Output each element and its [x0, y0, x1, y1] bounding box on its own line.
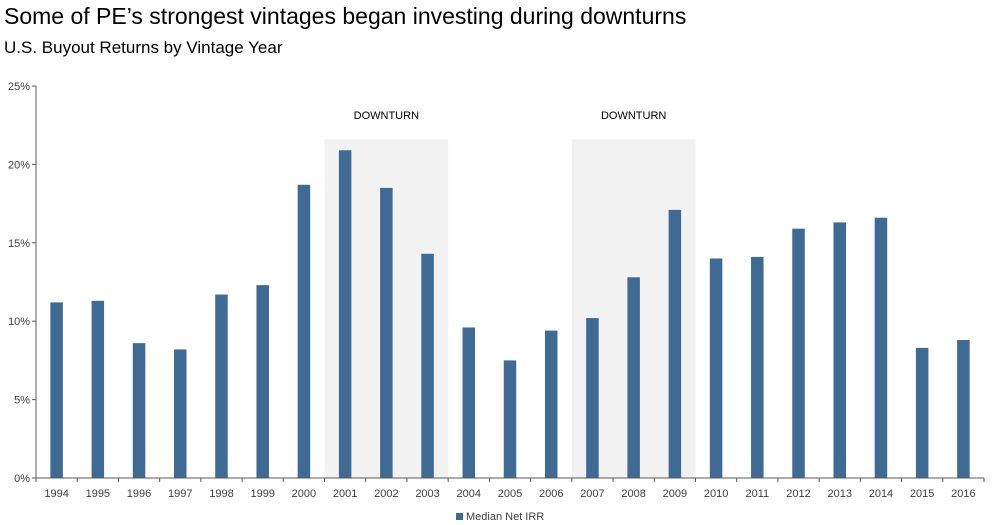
x-tick-label-2007: 2007: [580, 488, 604, 500]
x-tick-label-1994: 1994: [44, 488, 68, 500]
x-tick-label-1995: 1995: [86, 488, 110, 500]
legend: Median Net IRR: [456, 511, 544, 523]
y-tick-label: 15%: [8, 238, 30, 250]
x-tick-label-2013: 2013: [827, 488, 851, 500]
x-tick-label-2004: 2004: [457, 488, 481, 500]
y-tick-label: 0%: [14, 473, 30, 485]
x-tick-label-2009: 2009: [663, 488, 687, 500]
y-tick-label: 25%: [8, 81, 30, 93]
bar-2010: [709, 258, 723, 478]
bar-2016: [957, 340, 970, 478]
bar-2004: [462, 327, 476, 478]
x-tick-label-2016: 2016: [951, 488, 975, 500]
bar-2011: [751, 256, 764, 478]
bar-1999: [256, 285, 269, 478]
x-tick-label-2002: 2002: [374, 488, 398, 500]
downturn-label-1: DOWNTURN: [354, 110, 419, 122]
axes: 0% 5% 10% 15% 20% 25% 1994 1995 1996 1997 1998 1999…: [8, 81, 985, 500]
downturn-label-2: DOWNTURN: [601, 110, 666, 122]
bar-2001: [338, 150, 352, 478]
bar-1998: [215, 294, 228, 478]
bar-1994: [50, 302, 63, 478]
bar-1996: [132, 343, 146, 478]
x-tick-label-2005: 2005: [498, 488, 522, 500]
bar-2009: [668, 209, 682, 478]
chart-subtitle: U.S. Buyout Returns by Vintage Year: [4, 38, 283, 57]
bar-1997: [174, 349, 187, 478]
x-tick-label-1997: 1997: [168, 488, 192, 500]
y-tick-label: 5%: [14, 395, 30, 407]
x-tick-label-2008: 2008: [621, 488, 645, 500]
bar-2002: [380, 187, 393, 479]
chart-title: Some of PE’s strongest vintages began in…: [4, 3, 687, 29]
bar-2008: [627, 277, 640, 478]
bar-2014: [874, 217, 888, 478]
x-tick-label-1998: 1998: [209, 488, 233, 500]
x-tick-label-2006: 2006: [539, 488, 563, 500]
y-tick-label: 20%: [8, 159, 30, 171]
bar-2000: [297, 184, 311, 478]
x-tick-label-1999: 1999: [250, 488, 274, 500]
bar-2007: [586, 318, 599, 478]
x-tick-label-2010: 2010: [704, 488, 728, 500]
bar-1995: [91, 300, 105, 478]
legend-swatch: [456, 513, 463, 520]
x-tick-label-2011: 2011: [745, 488, 769, 500]
x-tick-label-2015: 2015: [910, 488, 934, 500]
bar-2006: [544, 330, 558, 478]
x-tick-label-2012: 2012: [786, 488, 810, 500]
bar-2015: [915, 347, 929, 478]
x-tick-label-2001: 2001: [333, 488, 357, 500]
legend-label: Median Net IRR: [466, 511, 544, 523]
bar-2013: [833, 222, 846, 478]
bar-2012: [792, 228, 805, 478]
bar-2003: [421, 253, 434, 478]
x-tick-label-2000: 2000: [292, 488, 316, 500]
x-tick-label-2014: 2014: [869, 488, 893, 500]
bar-series: [50, 150, 970, 479]
x-tick-label-2003: 2003: [415, 488, 439, 500]
x-tick-label-1996: 1996: [127, 488, 151, 500]
y-tick-label: 10%: [8, 316, 30, 328]
bar-2005: [503, 360, 517, 478]
